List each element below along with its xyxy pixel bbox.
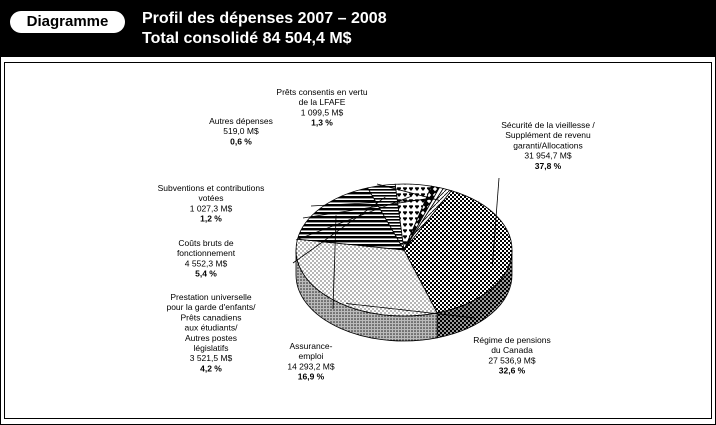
slice-value-3: 3 521,5 M$ — [190, 353, 233, 363]
title-line-1: Profil des dépenses 2007 – 2008 — [142, 10, 387, 27]
slice-label-line-6-0: Autres dépenses — [209, 116, 273, 126]
slice-pct-4: 5,4 % — [195, 269, 217, 279]
pie-slice-7 — [403, 188, 453, 251]
slice-value-7: 1 099,5 M$ — [301, 107, 344, 117]
slice-value-2: 14 293,2 M$ — [287, 361, 335, 371]
slice-label-line-4-1: fonctionnement — [177, 248, 236, 258]
slice-labels: Sécurité de la vieillesse /Supplément de… — [158, 87, 596, 382]
slice-pct-6: 0,6 % — [230, 136, 252, 146]
leader-line-4 — [295, 195, 412, 241]
slice-value-1: 27 536,9 M$ — [488, 355, 536, 365]
slice-value-0: 31 954,7 M$ — [524, 151, 572, 161]
slice-label-line-3-1: pour la garde d'enfants/ — [166, 302, 256, 312]
slice-pct-1: 32,6 % — [499, 366, 526, 376]
leader-line-0 — [491, 177, 500, 267]
slice-label-0: Sécurité de la vieillesse /Supplément de… — [501, 120, 595, 171]
slice-pct-5: 1,2 % — [200, 214, 222, 224]
leader-line-6 — [310, 198, 435, 207]
slice-label-line-7-0: Prêts consentis en vertu — [276, 87, 367, 97]
slice-label-line-3-4: Autres postes — [185, 333, 237, 343]
slice-label-line-1-0: Régime de pensions — [473, 335, 551, 345]
diagram-tag: Diagramme — [10, 11, 125, 33]
slice-label-line-2-0: Assurance- — [290, 341, 333, 351]
slice-pct-2: 16,9 % — [298, 372, 325, 382]
leader-line-2 — [332, 215, 337, 310]
slice-pct-3: 4,2 % — [200, 363, 222, 373]
title-line-2: Total consolidé 84 504,4 M$ — [142, 30, 352, 47]
slice-label-line-3-5: législatifs — [194, 343, 229, 353]
leader-lines — [292, 177, 500, 319]
slice-label-line-1-1: du Canada — [491, 345, 533, 355]
slice-label-line-2-1: emploi — [298, 351, 323, 361]
slice-label-line-3-2: Prêts canadiens — [181, 312, 242, 322]
slice-value-5: 1 027,3 M$ — [190, 203, 233, 213]
slice-label-line-3-0: Prestation universelle — [170, 292, 252, 302]
pie-slice-0 — [403, 190, 513, 314]
slice-label-line-7-1: de la LFAFE — [299, 97, 346, 107]
slice-label-line-5-1: votées — [198, 193, 223, 203]
slice-value-4: 4 552,3 M$ — [185, 258, 228, 268]
slice-value-6: 519,0 M$ — [223, 126, 259, 136]
slice-label-line-0-2: garanti/Allocations — [513, 140, 582, 150]
slice-pct-7: 1,3 % — [311, 118, 333, 128]
slice-label-line-3-3: aux étudiants/ — [185, 323, 239, 333]
leader-line-7 — [376, 183, 440, 201]
leader-line-1 — [346, 303, 476, 319]
leader-line-5 — [302, 197, 430, 219]
slice-label-line-0-1: Supplément de revenu — [505, 130, 591, 140]
slice-label-line-4-0: Coûts bruts de — [178, 238, 234, 248]
figure-title: Profil des dépenses 2007 – 2008 Total co… — [142, 9, 387, 49]
pie-slices — [295, 183, 513, 317]
slice-label-line-0-0: Sécurité de la vieillesse / — [501, 120, 595, 130]
slice-label-line-5-0: Subventions et contributions — [158, 183, 265, 193]
slice-pct-0: 37,8 % — [535, 161, 562, 171]
leader-line-3 — [292, 196, 386, 264]
figure-header: Diagramme Profil des dépenses 2007 – 200… — [0, 0, 716, 57]
